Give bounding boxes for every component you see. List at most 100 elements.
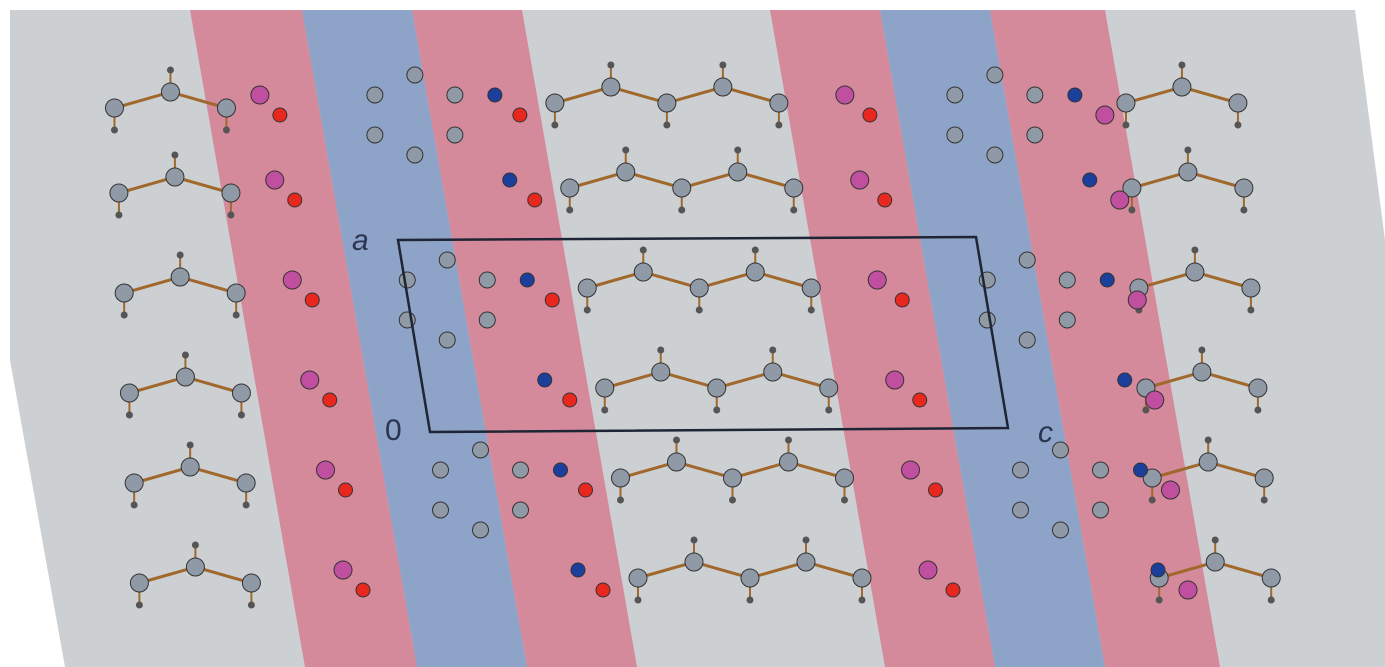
h-atom: [825, 406, 833, 414]
atom: [338, 482, 353, 498]
h-atom: [1240, 206, 1248, 214]
h-atom: [713, 406, 721, 414]
ring-atom: [512, 501, 529, 519]
c-atom: [784, 178, 804, 198]
c-atom: [1234, 178, 1254, 198]
axis-label-a: a: [352, 224, 369, 257]
h-atom: [1234, 121, 1242, 129]
atom: [355, 582, 371, 598]
atom: [877, 192, 893, 208]
h-atom: [1198, 346, 1206, 354]
c-atom: [769, 93, 789, 113]
ring-atom: [1018, 331, 1036, 349]
ring-atom: [1026, 126, 1044, 144]
atom: [1110, 190, 1130, 210]
c-atom: [185, 557, 205, 577]
h-atom: [115, 211, 123, 219]
atom: [250, 85, 270, 105]
h-atom: [227, 211, 235, 219]
h-atom: [1184, 146, 1192, 154]
c-atom: [109, 183, 129, 203]
c-atom: [221, 183, 241, 203]
h-atom: [1142, 406, 1150, 414]
ring-atom: [472, 521, 489, 539]
ring-atom: [366, 126, 384, 144]
molecules: [104, 61, 1281, 609]
atom: [512, 107, 528, 123]
h-atom: [176, 251, 184, 259]
c-atom: [216, 98, 236, 118]
h-atom: [807, 306, 815, 314]
h-atom: [1122, 121, 1130, 129]
c-atom: [129, 573, 149, 593]
c-atom: [1261, 568, 1281, 588]
ring-atom: [978, 311, 996, 329]
c-atom: [1178, 162, 1198, 182]
atom: [272, 107, 288, 123]
h-atom: [769, 346, 777, 354]
c-atom: [852, 568, 872, 588]
ring-atom: [1052, 521, 1069, 539]
phosphate-band: [770, 10, 995, 667]
origin-label: 0: [385, 414, 402, 447]
h-atom: [1155, 596, 1163, 604]
h-atom: [247, 601, 255, 609]
ring-atom: [446, 126, 464, 144]
c-atom: [835, 468, 854, 488]
c-atom: [672, 178, 692, 198]
c-atom: [241, 573, 261, 593]
c-atom: [226, 283, 246, 303]
ring-atom: [1026, 86, 1044, 104]
c-atom: [667, 452, 686, 472]
c-atom: [595, 378, 615, 398]
atom: [333, 560, 353, 580]
h-atom: [1260, 496, 1268, 504]
c-atom: [1254, 468, 1274, 488]
h-atom: [191, 541, 199, 549]
axis-label-c: c: [1038, 416, 1053, 449]
atom: [1095, 105, 1115, 125]
c-atom: [1192, 362, 1212, 382]
ring-atom: [1012, 501, 1029, 519]
h-atom: [181, 351, 189, 359]
h-atom: [186, 441, 194, 449]
h-atom: [1178, 61, 1186, 69]
ring-atom: [986, 66, 1004, 84]
c-atom: [611, 468, 630, 488]
atom: [300, 370, 320, 390]
h-atom: [1148, 496, 1156, 504]
c-atom: [1172, 77, 1192, 97]
c-atom: [651, 362, 671, 382]
atom: [867, 270, 887, 290]
h-atom: [695, 306, 703, 314]
c-atom: [740, 568, 760, 588]
h-atom: [841, 496, 848, 504]
c-atom: [1142, 468, 1162, 488]
ring-atom: [478, 311, 496, 329]
atom: [553, 462, 568, 478]
h-atom: [678, 206, 686, 214]
ring-atom: [946, 126, 964, 144]
h-atom: [1247, 306, 1255, 314]
h-atom: [583, 306, 591, 314]
ring-atom: [446, 86, 464, 104]
c-atom: [689, 278, 709, 298]
h-atom: [242, 501, 250, 509]
atom: [595, 582, 611, 598]
c-atom: [779, 452, 798, 472]
c-atom: [801, 278, 821, 298]
atom: [502, 172, 518, 188]
c-atom: [684, 552, 704, 572]
phosphate-band: [190, 10, 417, 667]
atom: [537, 372, 553, 388]
ring-atom: [438, 251, 456, 269]
atom: [282, 270, 302, 290]
atom: [265, 170, 285, 190]
atom: [928, 482, 943, 498]
ring-atom: [438, 331, 456, 349]
h-atom: [617, 496, 624, 504]
c-atom: [560, 178, 580, 198]
atom: [578, 482, 593, 498]
c-atom: [160, 82, 180, 102]
c-atom: [745, 262, 765, 282]
